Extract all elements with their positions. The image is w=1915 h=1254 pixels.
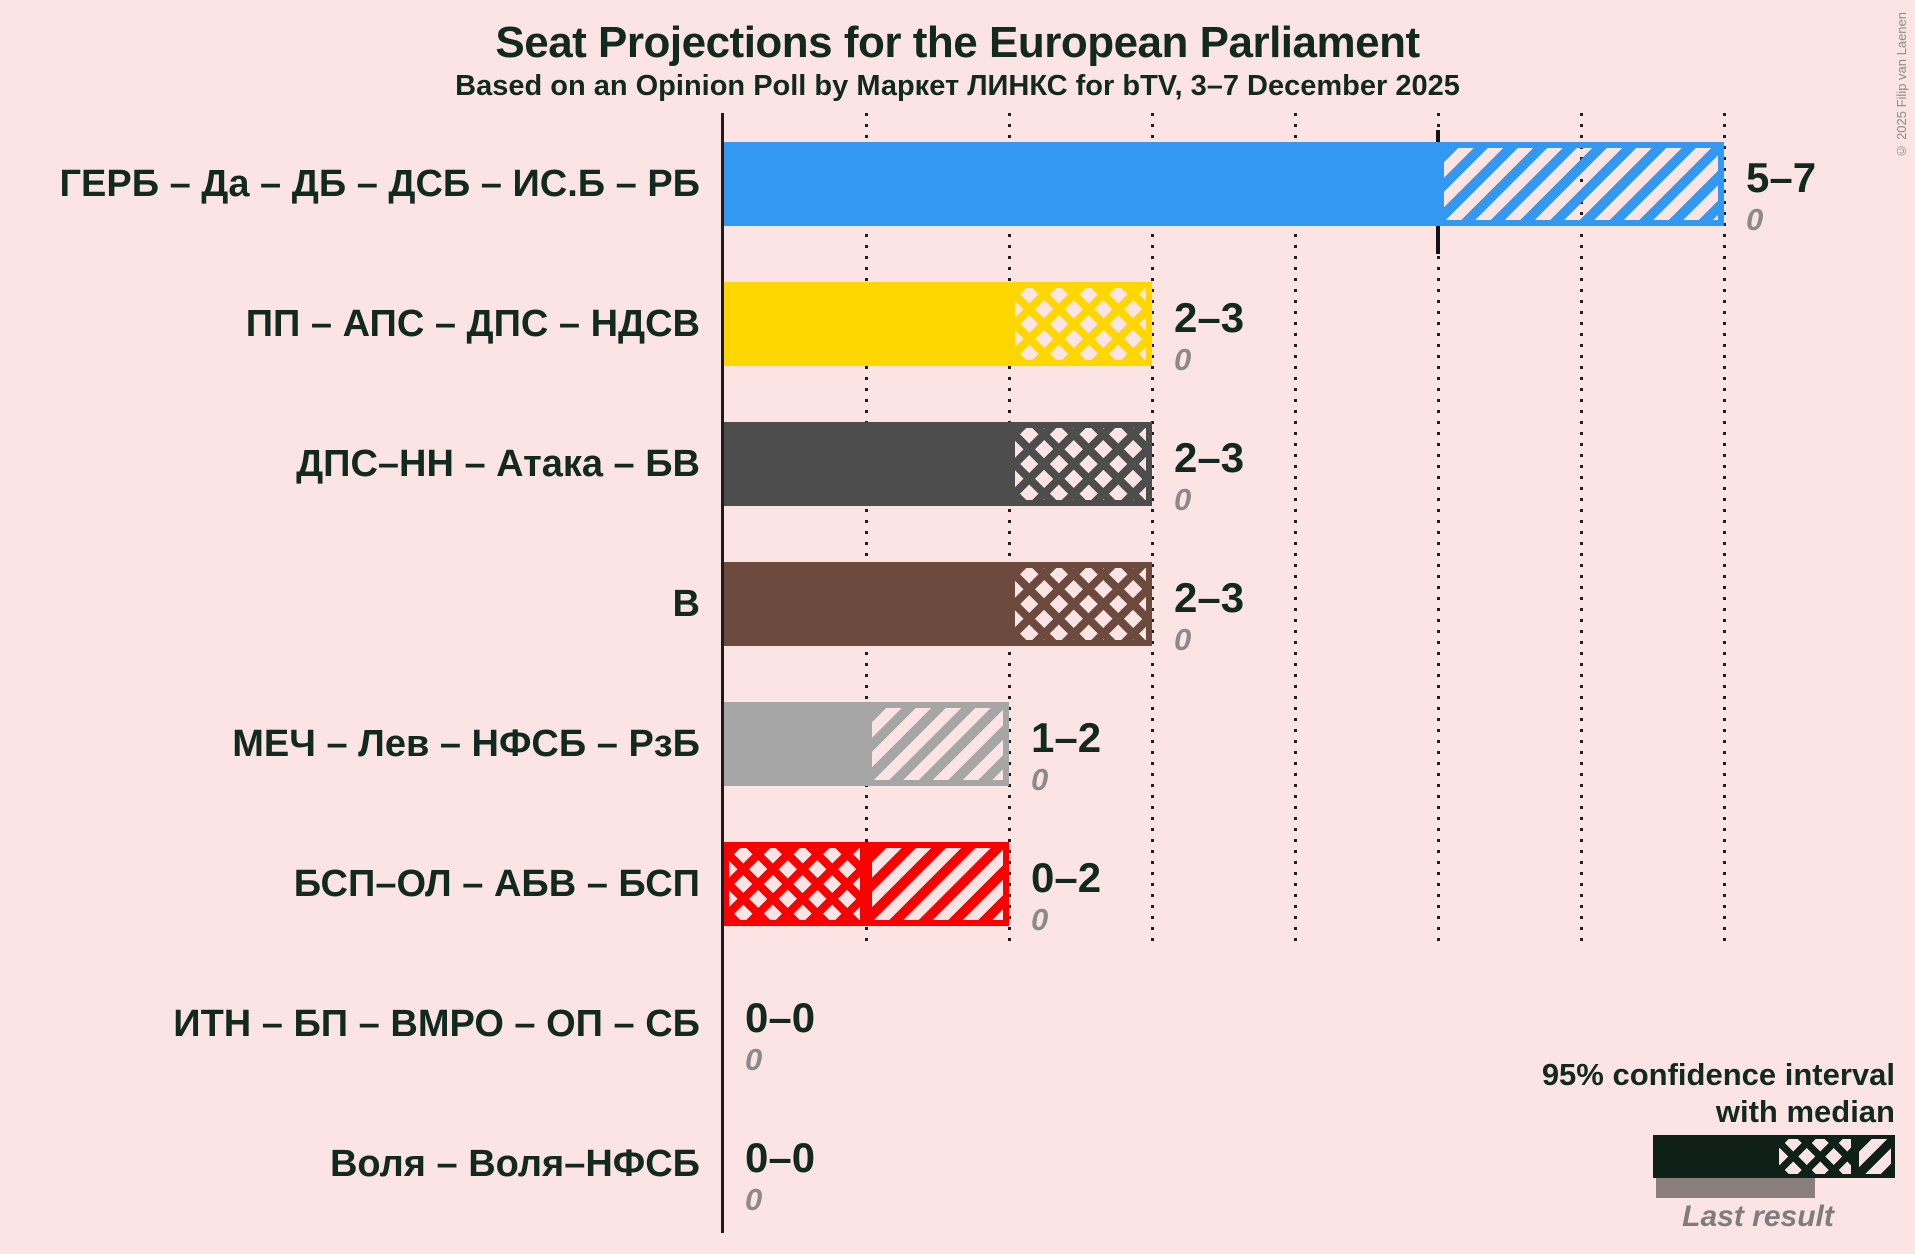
bar-solid-segment: [723, 562, 1009, 646]
bar-diagonal-segment: [866, 702, 1009, 786]
chart-title: Seat Projections for the European Parlia…: [495, 18, 1420, 67]
legend-last-result-bar: [1656, 1178, 1815, 1198]
bar-crosshatch-segment: [1009, 562, 1152, 646]
legend-ci-text: 95% confidence interval with median: [1295, 1056, 1895, 1130]
seats-range-label: 2–3: [1174, 294, 1245, 341]
bar-solid-segment: [723, 142, 1438, 226]
seats-range-label: 0–2: [1031, 854, 1102, 901]
y-axis-line: [721, 113, 724, 1233]
legend-diagonal-segment: [1855, 1135, 1895, 1178]
legend-crosshatch-segment: [1775, 1135, 1855, 1178]
bar-solid-segment: [723, 282, 1009, 366]
bar-solid-segment: [723, 702, 866, 786]
party-label: БСП–ОЛ – АБВ – БСП: [293, 862, 700, 905]
legend-last-result-label: Last result: [1682, 1200, 1834, 1233]
gridline: [865, 113, 868, 948]
last-result-value: 0: [1174, 342, 1192, 377]
last-result-value: 0: [1174, 482, 1192, 517]
bar-crosshatch-segment: [723, 842, 866, 926]
bar-diagonal-segment: [1438, 142, 1724, 226]
party-label: ИТН – БП – ВМРО – ОП – СБ: [173, 1002, 700, 1045]
gridline: [1008, 113, 1011, 948]
legend-ci-line1: 95% confidence interval: [1541, 1057, 1895, 1092]
last-result-value: 0: [745, 1042, 763, 1077]
last-result-value: 0: [745, 1182, 763, 1217]
last-result-value: 0: [1031, 902, 1049, 937]
seats-range-label: 5–7: [1746, 154, 1817, 201]
seats-range-label: 2–3: [1174, 574, 1245, 621]
bar-crosshatch-segment: [1009, 422, 1152, 506]
legend-ci-line2: with median: [1715, 1094, 1895, 1129]
gridline: [1723, 113, 1726, 948]
copyright-note: © 2025 Filip van Laenen: [1894, 12, 1909, 159]
last-result-value: 0: [1746, 202, 1764, 237]
last-result-value: 0: [1174, 622, 1192, 657]
seats-range-label: 1–2: [1031, 714, 1102, 761]
gridline: [1294, 113, 1297, 948]
bar-crosshatch-segment: [1009, 282, 1152, 366]
party-label: ПП – АПС – ДПС – НДСВ: [245, 302, 700, 345]
party-label: Воля – Воля–НФСБ: [329, 1142, 700, 1185]
median-tick: [1436, 226, 1440, 254]
last-result-value: 0: [1031, 762, 1049, 797]
legend-ci-bar: [1653, 1135, 1895, 1178]
seats-range-label: 0–0: [745, 994, 816, 1041]
seats-range-label: 0–0: [745, 1134, 816, 1181]
party-label: В: [672, 582, 700, 625]
legend-solid-segment: [1653, 1135, 1775, 1178]
gridline: [1151, 113, 1154, 948]
seats-range-label: 2–3: [1174, 434, 1245, 481]
chart-subtitle: Based on an Opinion Poll by Маркет ЛИНКС…: [455, 70, 1460, 102]
bar-solid-segment: [723, 422, 1009, 506]
party-label: ГЕРБ – Да – ДБ – ДСБ – ИС.Б – РБ: [59, 162, 701, 205]
bar-diagonal-segment: [866, 842, 1009, 926]
party-label: ДПС–НН – Атака – БВ: [296, 442, 700, 485]
gridline: [1580, 113, 1583, 948]
party-label: МЕЧ – Лев – НФСБ – РзБ: [232, 722, 700, 765]
median-tick: [1436, 130, 1440, 142]
gridline: [1437, 113, 1440, 948]
